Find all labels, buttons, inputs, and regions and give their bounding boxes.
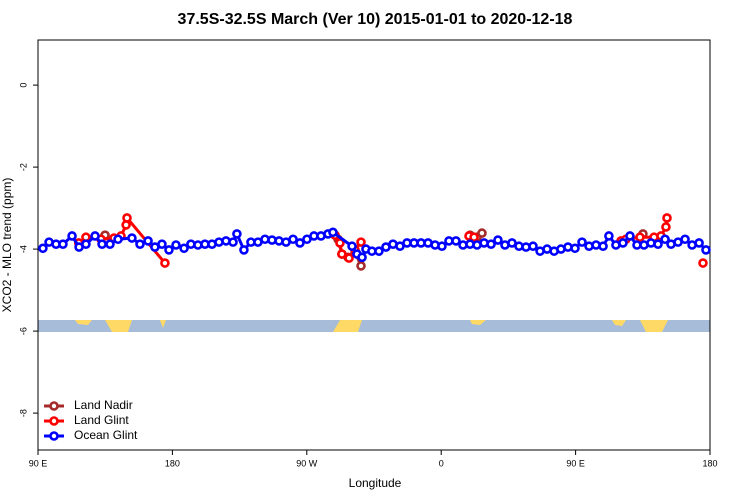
point <box>437 241 447 252</box>
point <box>328 227 338 238</box>
y-axis-label: XCO2 - MLO trend (ppm) <box>0 178 14 313</box>
point <box>653 239 663 249</box>
point <box>160 258 170 268</box>
land <box>333 320 362 332</box>
point <box>122 213 132 223</box>
point <box>67 231 77 241</box>
point <box>477 228 487 238</box>
point <box>347 241 357 252</box>
point <box>357 252 367 263</box>
point <box>451 236 461 246</box>
ocean-band <box>38 320 710 332</box>
point <box>374 246 384 256</box>
point <box>232 229 242 239</box>
x-tick-label: 180 <box>165 458 180 468</box>
point <box>598 241 608 252</box>
point <box>97 239 107 249</box>
chart-title: 37.5S-32.5S March (Ver 10) 2015-01-01 to… <box>178 11 573 28</box>
point <box>157 239 167 249</box>
land <box>640 320 668 332</box>
point <box>38 243 48 254</box>
x-tick-label: 0 <box>439 458 444 468</box>
y-tick-label: 0 <box>18 83 28 88</box>
point <box>135 239 145 249</box>
y-tick-label: -4 <box>18 245 28 253</box>
point <box>105 239 115 249</box>
point <box>337 249 347 259</box>
point <box>698 258 708 268</box>
point <box>179 243 189 254</box>
plot-frame <box>37 39 711 451</box>
legend-label: Land Glint <box>74 413 129 427</box>
point <box>295 238 305 248</box>
x-axis-label: Longitude <box>349 476 402 490</box>
point <box>570 243 580 254</box>
y-tick-label: -2 <box>18 163 28 171</box>
legend-label: Land Nadir <box>74 398 133 412</box>
point <box>164 245 174 255</box>
point <box>635 232 645 243</box>
point <box>618 238 628 248</box>
point <box>493 235 503 245</box>
y-tick-label: -6 <box>18 327 28 335</box>
point <box>335 238 345 248</box>
legend-marker <box>49 401 59 411</box>
point <box>680 234 690 245</box>
land <box>105 320 132 332</box>
point <box>625 231 635 241</box>
legend-marker <box>49 416 59 426</box>
point <box>113 234 123 245</box>
point <box>356 237 366 247</box>
map-strip <box>38 320 710 332</box>
land <box>75 320 92 325</box>
point <box>604 231 614 241</box>
point <box>90 231 100 241</box>
point <box>486 239 496 249</box>
point <box>228 237 238 247</box>
x-tick-label: 180 <box>702 458 717 468</box>
point <box>81 239 91 249</box>
x-tick-label: 90 W <box>296 458 318 468</box>
point <box>356 261 366 271</box>
point <box>344 253 354 263</box>
point <box>528 241 538 252</box>
point <box>694 238 704 248</box>
point <box>288 234 298 245</box>
point <box>143 236 153 246</box>
point <box>661 222 671 232</box>
point <box>507 238 517 248</box>
point <box>127 233 137 243</box>
point <box>701 245 711 255</box>
legend-label: Ocean Glint <box>74 428 138 442</box>
x-tick-label: 90 E <box>29 458 48 468</box>
point <box>239 245 249 255</box>
point <box>469 232 479 243</box>
point <box>660 234 670 245</box>
point <box>662 213 672 223</box>
x-tick-label: 90 E <box>566 458 585 468</box>
point <box>58 239 68 249</box>
land <box>612 320 626 326</box>
point <box>171 240 181 250</box>
land <box>470 320 486 325</box>
legend-marker <box>49 431 59 441</box>
y-tick-label: -8 <box>18 409 28 417</box>
point <box>302 234 312 245</box>
point <box>395 241 405 252</box>
point <box>577 237 587 247</box>
land <box>160 320 166 328</box>
